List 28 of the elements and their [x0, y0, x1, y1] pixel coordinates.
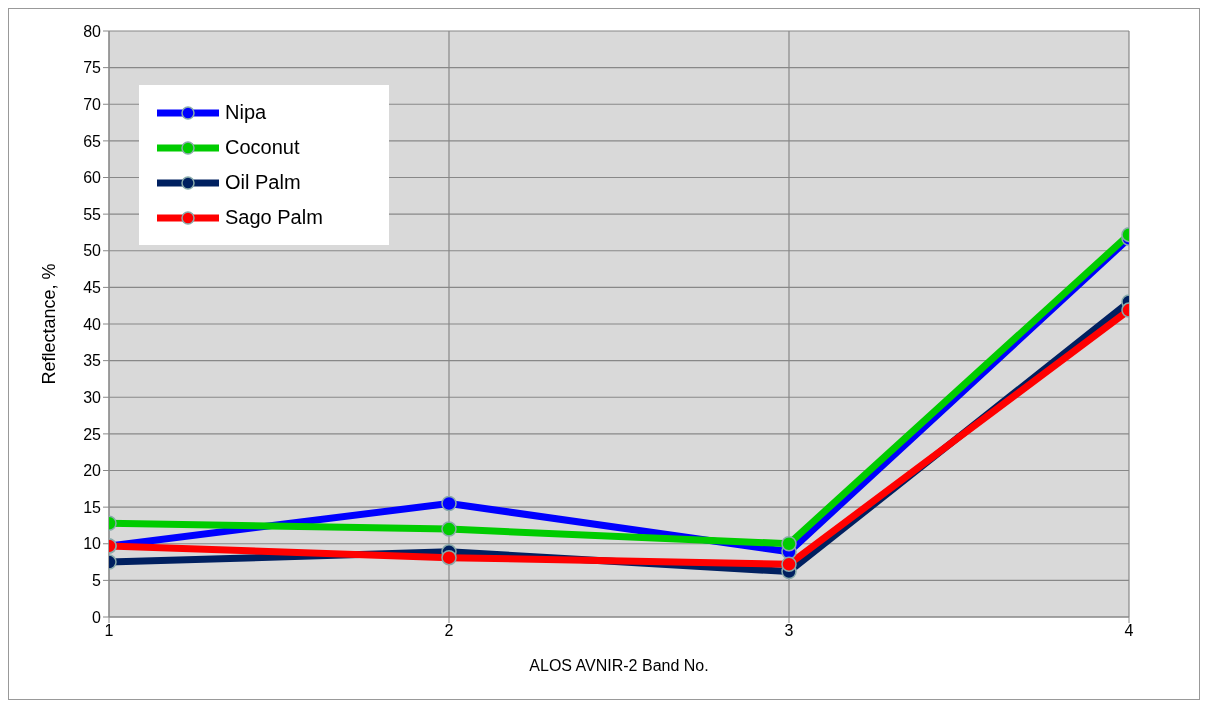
y-tick-label: 0 [92, 608, 102, 626]
legend-label: Oil Palm [225, 171, 301, 194]
x-tick-label: 3 [784, 622, 794, 640]
x-tick-label: 4 [1124, 622, 1134, 640]
y-tick-label: 35 [83, 352, 102, 370]
y-tick-label: 55 [83, 205, 102, 223]
y-tick-label: 80 [83, 22, 102, 40]
y-tick-label: 15 [83, 498, 102, 516]
x-axis-title: ALOS AVNIR-2 Band No. [529, 657, 709, 674]
x-tick-label: 1 [104, 622, 114, 640]
y-tick-label: 10 [83, 535, 102, 553]
y-tick-label: 50 [83, 242, 102, 260]
y-tick-label: 70 [83, 95, 102, 113]
y-tick-label: 30 [83, 388, 102, 406]
y-tick-label: 45 [83, 279, 102, 297]
y-tick-label: 65 [83, 132, 102, 150]
y-tick-label: 40 [83, 315, 102, 333]
legend-label: Coconut [225, 136, 300, 159]
y-tick-label: 25 [83, 425, 102, 443]
y-tick-label: 75 [83, 59, 102, 77]
y-axis-title: Reflectance, % [39, 263, 60, 385]
legend-label: Nipa [225, 101, 267, 124]
legend-label: Sago Palm [225, 206, 323, 229]
y-tick-label: 5 [92, 572, 102, 590]
point [441, 495, 457, 512]
x-tick-label: 2 [444, 622, 454, 640]
y-tick-label: 20 [83, 462, 102, 480]
y-tick-label: 60 [83, 169, 102, 187]
